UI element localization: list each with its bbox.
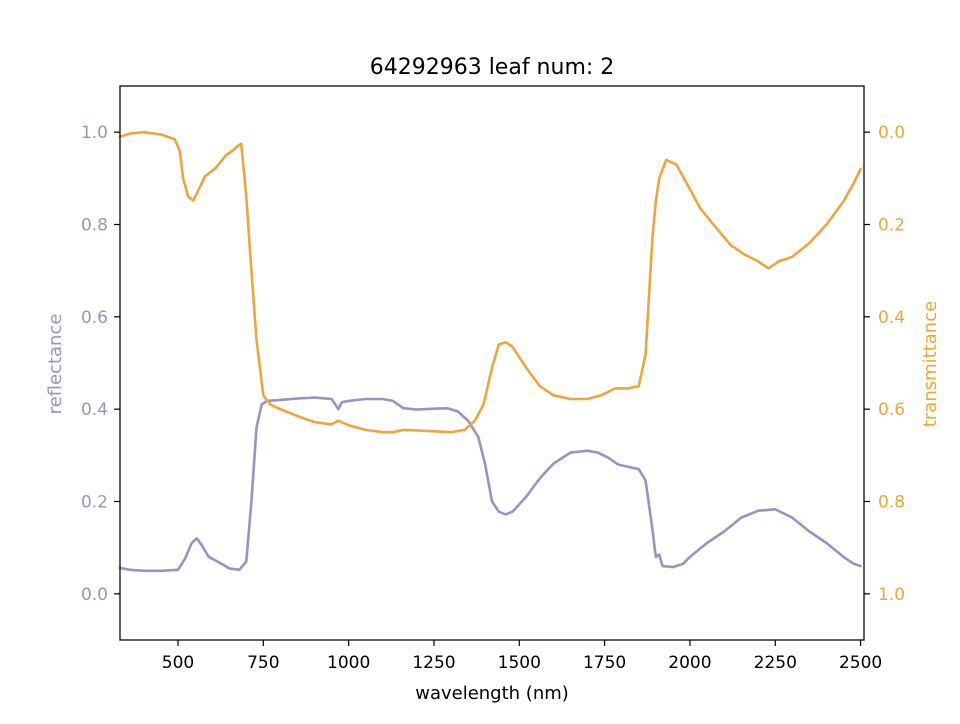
y-right-tick-label: 0.0 xyxy=(878,123,905,143)
y-left-tick-label: 0.6 xyxy=(81,308,108,328)
y-left-tick-label: 0.0 xyxy=(81,585,108,605)
y-axis-label-left: reflectance xyxy=(45,314,66,415)
x-axis-label: wavelength (nm) xyxy=(415,683,569,704)
x-tick-label: 2500 xyxy=(839,653,882,673)
y-axis-label-right: transmittance xyxy=(920,301,941,427)
x-tick-label: 1500 xyxy=(498,653,541,673)
y-left-tick-label: 0.4 xyxy=(81,400,108,420)
x-tick-label: 1000 xyxy=(327,653,370,673)
y-right-tick-label: 0.4 xyxy=(878,308,905,328)
axes-layer: 500 750 1000 1250 1500 1750 2000 2250 2500 0.0 0.2… xyxy=(81,85,905,673)
chart-title: 64292963 leaf num: 2 xyxy=(370,55,615,80)
y-left-tick-label: 0.8 xyxy=(81,216,108,236)
y-right-tick-label: 0.2 xyxy=(878,216,905,236)
series-layer xyxy=(118,130,862,573)
y-right-tick-label: 0.8 xyxy=(878,493,905,513)
reflectance-line xyxy=(118,396,862,573)
x-tick-label: 1750 xyxy=(583,653,626,673)
y-left-tick-label: 1.0 xyxy=(81,123,108,143)
x-tick-label: 750 xyxy=(247,653,279,673)
x-tick-label: 500 xyxy=(162,653,194,673)
x-tick-label: 2000 xyxy=(668,653,711,673)
x-tick-label: 2250 xyxy=(754,653,797,673)
transmittance-line xyxy=(118,130,862,434)
plot-frame xyxy=(119,85,865,641)
x-tick-label: 1250 xyxy=(412,653,455,673)
y-right-tick-label: 1.0 xyxy=(878,585,905,605)
y-left-tick-label: 0.2 xyxy=(81,493,108,513)
y-right-tick-label: 0.6 xyxy=(878,400,905,420)
